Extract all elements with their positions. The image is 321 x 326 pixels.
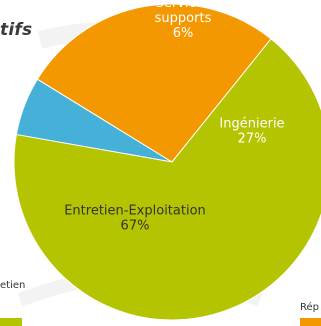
pie-slice-entretien-exploitation	[13, 38, 321, 321]
slice-value-label: 6%	[173, 26, 194, 41]
legend-label-right: Rép	[300, 302, 319, 313]
slice-name-label: supports	[155, 11, 212, 26]
slice-value-label: 27%	[238, 132, 267, 147]
slice-name-label: Entretien-Exploitation	[64, 204, 206, 219]
slice-name-label: Services	[156, 0, 211, 11]
chart-title-fragment: tifs	[0, 20, 33, 40]
legend-label-left: etien	[0, 280, 26, 291]
legend-swatch-orange	[300, 318, 321, 326]
legend-swatch-green	[0, 318, 22, 326]
slice-name-label: Ingénierie	[219, 117, 284, 132]
pie-slice-ing-nierie	[36, 3, 272, 163]
slice-value-label: 67%	[121, 219, 150, 234]
